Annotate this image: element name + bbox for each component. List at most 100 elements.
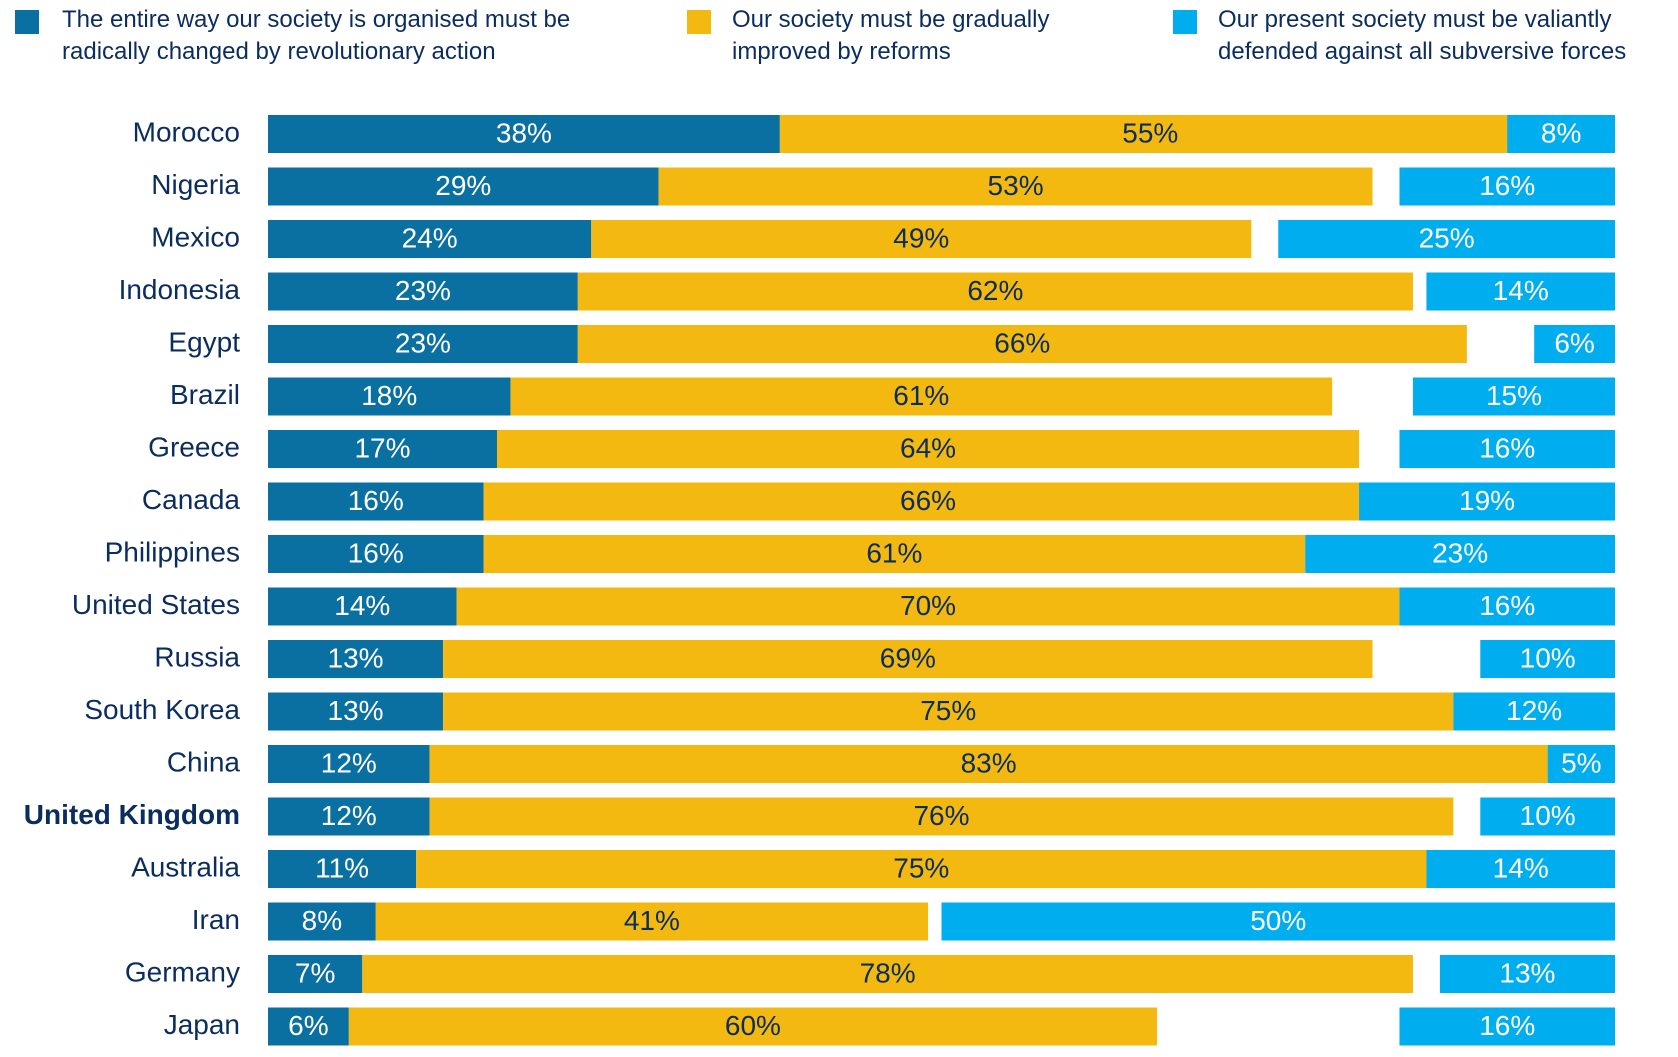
value-label: 7%: [295, 957, 335, 988]
value-label: 18%: [361, 380, 417, 411]
bar-segment: [429, 745, 1548, 783]
bar-segment: [1426, 850, 1615, 888]
bar-segment: [591, 220, 1252, 258]
value-label: 66%: [994, 327, 1050, 358]
value-label: 75%: [920, 695, 976, 726]
category-label: United Kingdom: [24, 799, 240, 830]
bar-segment: [456, 587, 1400, 626]
value-label: 14%: [334, 590, 390, 621]
bar-segment: [268, 692, 444, 731]
bar-segment: [1399, 587, 1615, 626]
bar-segment: [375, 902, 929, 941]
legend-swatch: [1173, 10, 1197, 34]
bar-segment: [1399, 1007, 1615, 1046]
value-label: 14%: [1493, 275, 1549, 306]
bar-segment: [443, 640, 1373, 678]
category-label: Egypt: [168, 326, 240, 357]
bar-segment: [510, 377, 1333, 416]
bar-segment: [1305, 535, 1615, 573]
value-label: 38%: [496, 117, 552, 148]
value-label: 12%: [1506, 695, 1562, 726]
bar-segment: [1507, 115, 1615, 153]
value-label: 69%: [880, 642, 936, 673]
category-label: Nigeria: [151, 169, 240, 200]
bar-segment: [1439, 955, 1615, 993]
bar-segment: [268, 902, 376, 941]
value-label: 8%: [1541, 117, 1581, 148]
bar-segment: [1278, 220, 1615, 258]
bar-segment: [779, 115, 1521, 153]
legend-swatch: [687, 10, 711, 34]
category-label: China: [167, 746, 241, 777]
value-label: 62%: [967, 275, 1023, 306]
bar-segment: [658, 167, 1373, 206]
value-label: 55%: [1122, 117, 1178, 148]
value-label: 61%: [866, 537, 922, 568]
value-label: 5%: [1561, 747, 1601, 778]
category-label: Australia: [131, 851, 240, 882]
bar-segment: [268, 955, 363, 993]
bar-segment: [1534, 325, 1615, 363]
category-label: United States: [72, 589, 240, 620]
value-label: 16%: [1479, 1010, 1535, 1041]
value-label: 78%: [860, 957, 916, 988]
category-label: Mexico: [151, 221, 240, 252]
value-label: 83%: [961, 747, 1017, 778]
bar-segment: [577, 325, 1467, 363]
value-label: 23%: [1432, 537, 1488, 568]
category-label: Brazil: [170, 379, 240, 410]
value-label: 29%: [435, 170, 491, 201]
bar-segment: [268, 1007, 349, 1046]
bar-segment: [429, 797, 1454, 836]
value-label: 75%: [893, 852, 949, 883]
bar-segment: [268, 377, 511, 416]
value-label: 14%: [1493, 852, 1549, 883]
value-label: 41%: [624, 905, 680, 936]
value-label: 23%: [395, 275, 451, 306]
value-label: 70%: [900, 590, 956, 621]
category-label: Russia: [154, 641, 240, 672]
bar-segment: [1399, 430, 1615, 468]
value-label: 16%: [1479, 170, 1535, 201]
value-label: 13%: [1499, 957, 1555, 988]
bar-segment: [268, 535, 484, 573]
bar-segment: [268, 640, 444, 678]
bar-segment: [443, 692, 1454, 731]
bar-segment: [1547, 745, 1615, 783]
bar-segment: [1359, 482, 1615, 521]
bar-segment: [483, 482, 1373, 521]
value-label: 12%: [321, 747, 377, 778]
value-label: 12%: [321, 800, 377, 831]
value-label: 60%: [725, 1010, 781, 1041]
category-label: Canada: [142, 484, 241, 515]
value-label: 76%: [913, 800, 969, 831]
bar-segment: [1399, 167, 1615, 206]
bar-segment: [1453, 692, 1615, 731]
value-label: 49%: [893, 222, 949, 253]
bar-segment: [1426, 272, 1615, 311]
category-label: Indonesia: [119, 274, 241, 305]
category-label: Greece: [148, 431, 240, 462]
bar-segment: [362, 955, 1413, 993]
value-label: 50%: [1250, 905, 1306, 936]
category-label: Morocco: [133, 116, 240, 147]
bar-segment: [268, 587, 457, 626]
bar-segment: [268, 430, 497, 468]
legend-swatch: [15, 10, 39, 34]
value-label: 24%: [402, 222, 458, 253]
value-label: 16%: [348, 485, 404, 516]
value-label: 19%: [1459, 485, 1515, 516]
bar-segment: [268, 220, 592, 258]
bar-segment: [483, 535, 1306, 573]
bar-segment: [268, 325, 578, 363]
value-label: 10%: [1520, 642, 1576, 673]
bar-segment: [416, 850, 1427, 888]
value-label: 13%: [328, 695, 384, 726]
bar-segment: [577, 272, 1413, 311]
value-label: 15%: [1486, 380, 1542, 411]
bar-segment: [268, 850, 417, 888]
value-label: 16%: [1479, 432, 1535, 463]
legend-label: The entire way our society is organised …: [62, 6, 571, 65]
